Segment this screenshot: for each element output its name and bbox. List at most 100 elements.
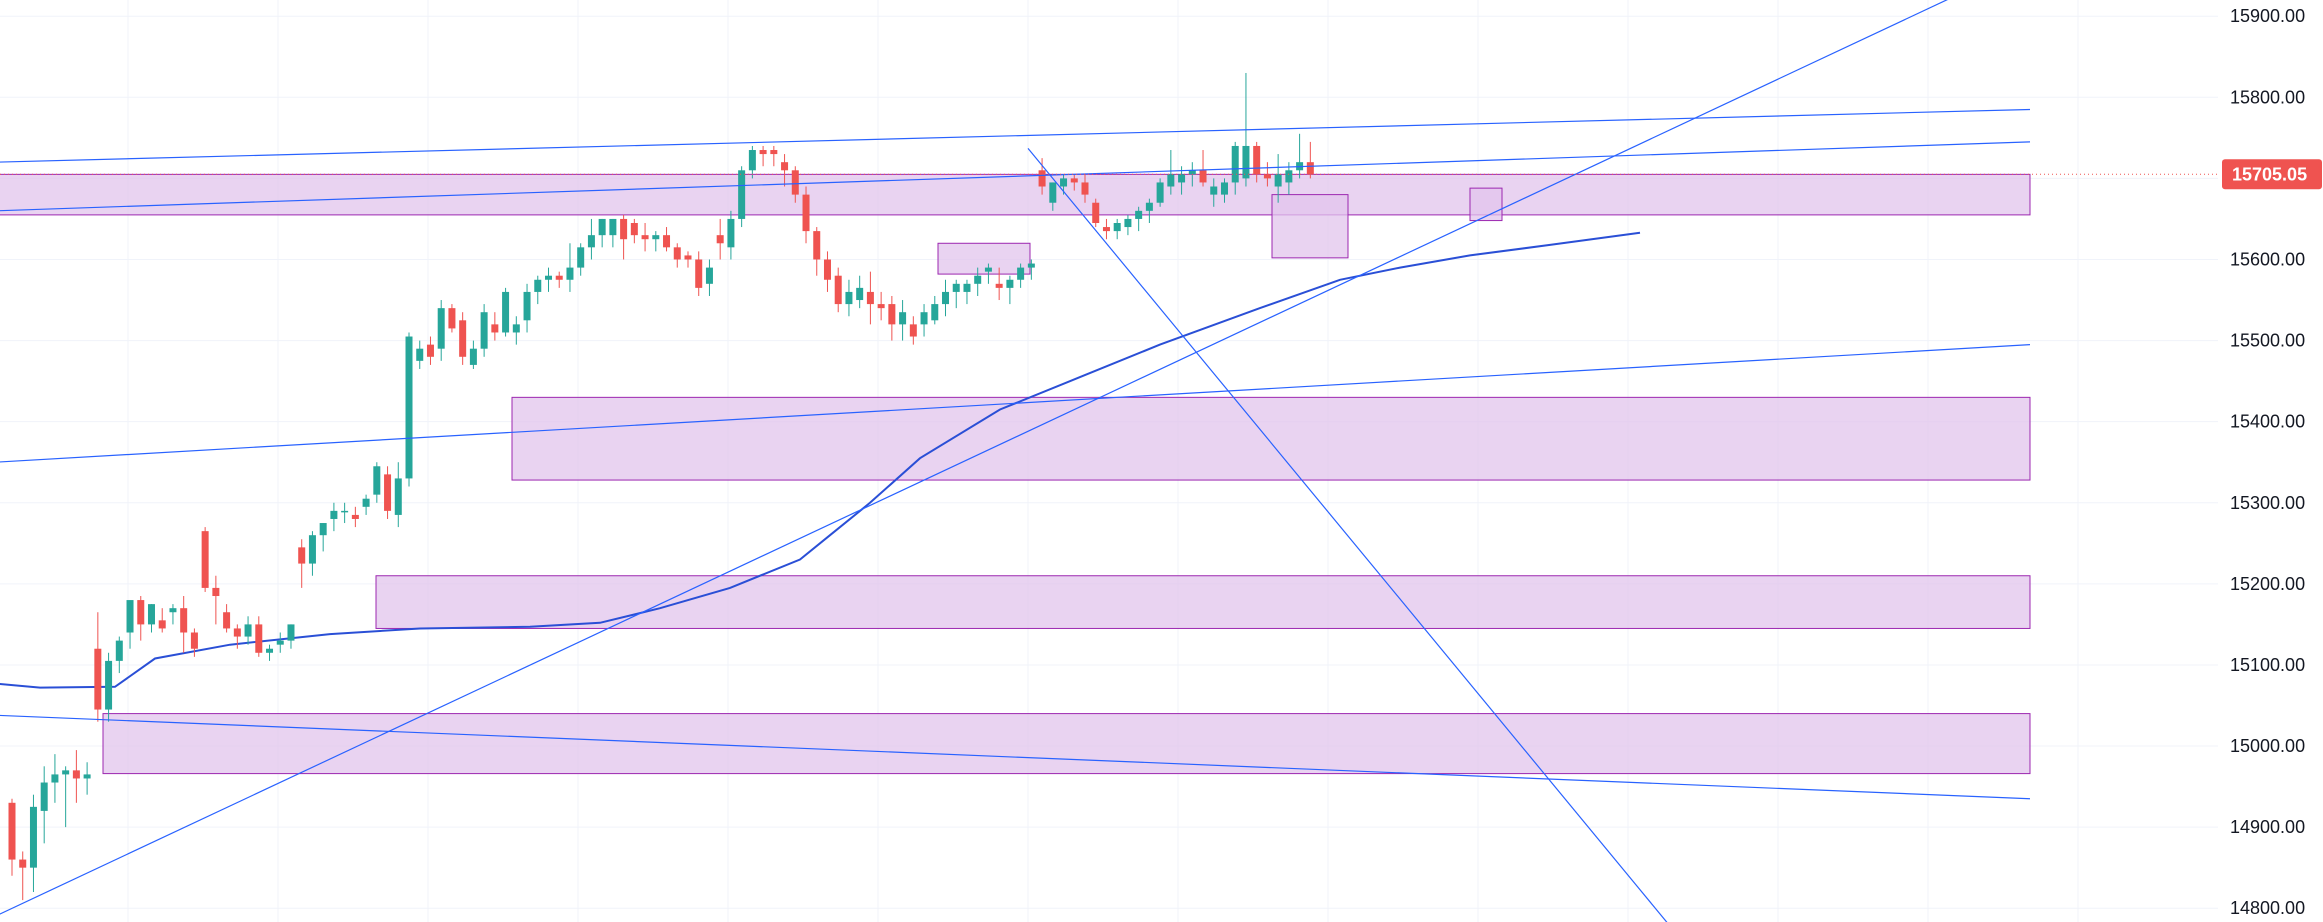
candle-body-73 [791, 170, 799, 195]
candle-body-41 [448, 308, 456, 329]
trendline-5 [1027, 148, 1668, 922]
candle-body-16 [180, 608, 188, 633]
candle-body-91 [984, 267, 992, 272]
candle-body-84 [909, 324, 917, 337]
candle-body-59 [641, 235, 649, 240]
candle-body-34 [373, 466, 381, 495]
candle-body-61 [663, 235, 671, 248]
candle-body-63 [684, 255, 692, 260]
candle-body-4 [51, 774, 59, 783]
candle-body-75 [813, 231, 821, 260]
candle-body-115 [1242, 145, 1250, 179]
candle-body-70 [759, 150, 767, 155]
candle-body-65 [705, 267, 713, 284]
candle-body-55 [598, 218, 606, 236]
candle-body-2 [29, 806, 37, 868]
y-tick-label-4: 15200.00 [2230, 574, 2305, 594]
candle-body-69 [748, 150, 756, 171]
candle-body-51 [555, 275, 563, 280]
candle-body-118 [1274, 174, 1282, 187]
candle-body-98 [1060, 178, 1068, 187]
candle-body-40 [437, 308, 445, 349]
trendlines [0, 0, 2031, 922]
candle-body-87 [942, 291, 950, 305]
candle-body-56 [609, 218, 617, 236]
y-tick-label-5: 15300.00 [2230, 493, 2305, 513]
candle-body-94 [1017, 267, 1025, 280]
candle-body-64 [695, 259, 703, 288]
y-tick-label-8: 15600.00 [2230, 249, 2305, 269]
candle-body-11 [126, 600, 134, 633]
candle-body-116 [1253, 145, 1261, 175]
candle-body-23 [255, 624, 263, 653]
candle-body-30 [330, 510, 338, 519]
candle-body-52 [566, 267, 574, 280]
last-price-tag: 15705.05 [2222, 159, 2322, 190]
trendline-0 [0, 108, 2031, 163]
candle-body-29 [319, 523, 327, 536]
candle-body-28 [308, 535, 316, 564]
candle-body-43 [469, 348, 477, 365]
candle-body-71 [770, 150, 778, 155]
candle-body-97 [1049, 182, 1057, 203]
candle-body-10 [115, 640, 123, 661]
candle-body-7 [83, 774, 91, 779]
moving-average [0, 231, 1641, 689]
candle-body-119 [1285, 170, 1293, 183]
y-tick-label-7: 15500.00 [2230, 331, 2305, 351]
y-tick-label-2: 15000.00 [2230, 736, 2305, 756]
candle-body-101 [1092, 202, 1100, 223]
y-tick-label-6: 15400.00 [2230, 412, 2305, 432]
candle-body-109 [1178, 174, 1186, 183]
candle-body-24 [266, 648, 274, 653]
candle-body-17 [190, 632, 198, 649]
candle-body-102 [1102, 227, 1110, 232]
candle-body-12 [137, 600, 145, 625]
y-tick-label-10: 15800.00 [2230, 87, 2305, 107]
zone-3 [1469, 187, 1503, 222]
zone-4 [511, 396, 2031, 481]
candle-body-48 [523, 291, 531, 321]
candle-body-83 [899, 312, 907, 325]
candle-body-27 [298, 547, 306, 564]
candle-body-5 [62, 770, 70, 775]
candle-body-108 [1167, 174, 1175, 187]
candle-body-8 [94, 648, 102, 710]
candle-body-85 [920, 312, 928, 325]
candle-body-68 [738, 170, 746, 219]
y-tick-label-0: 14800.00 [2230, 898, 2305, 918]
candle-body-60 [652, 235, 660, 240]
candle-body-107 [1156, 182, 1164, 203]
candle-body-89 [963, 283, 971, 292]
trendline-2 [0, 344, 2031, 463]
candle-body-62 [673, 247, 681, 260]
zone-6 [102, 713, 2031, 775]
candle-body-114 [1231, 145, 1239, 183]
candle-body-67 [727, 218, 735, 248]
candle-body-19 [212, 587, 220, 597]
trendline-1 [0, 141, 2031, 212]
candle-body-104 [1124, 218, 1132, 228]
candle-body-111 [1199, 170, 1207, 183]
candle-body-112 [1210, 186, 1218, 195]
candle-body-79 [856, 287, 864, 301]
moving-average-line [0, 231, 1641, 689]
candle-body-92 [995, 283, 1003, 288]
candle-body-14 [158, 620, 166, 629]
candle-body-57 [620, 218, 628, 240]
candle-body-25 [276, 640, 284, 645]
candle-body-1 [19, 859, 27, 868]
candles [8, 72, 1314, 901]
candle-body-20 [223, 612, 231, 629]
candle-body-99 [1070, 178, 1078, 183]
trendline-4 [0, 0, 1948, 915]
candle-body-106 [1145, 202, 1153, 211]
candle-body-88 [952, 283, 960, 292]
candle-body-3 [40, 782, 48, 811]
candle-body-49 [534, 279, 542, 292]
candle-body-77 [834, 275, 842, 305]
candle-body-15 [169, 608, 177, 613]
last-price-tag-bg [2222, 159, 2322, 190]
candle-body-113 [1220, 182, 1228, 195]
